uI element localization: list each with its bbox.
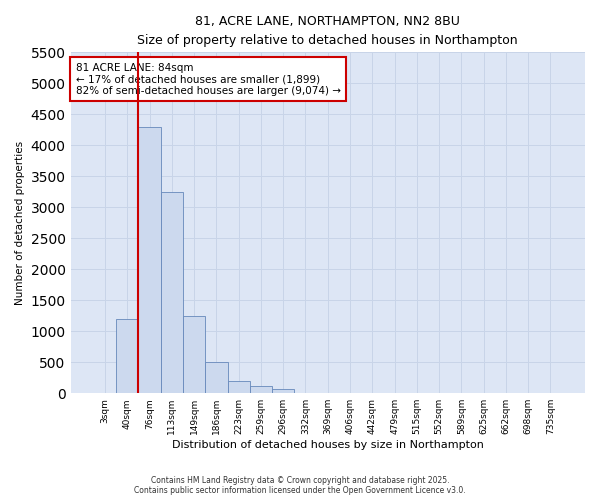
Bar	[250, 386, 272, 393]
Title: 81, ACRE LANE, NORTHAMPTON, NN2 8BU
Size of property relative to detached houses: 81, ACRE LANE, NORTHAMPTON, NN2 8BU Size…	[137, 15, 518, 47]
Bar	[139, 126, 161, 393]
Bar	[116, 319, 139, 393]
Text: Contains HM Land Registry data © Crown copyright and database right 2025.
Contai: Contains HM Land Registry data © Crown c…	[134, 476, 466, 495]
Bar	[161, 192, 183, 393]
Bar	[272, 390, 295, 393]
X-axis label: Distribution of detached houses by size in Northampton: Distribution of detached houses by size …	[172, 440, 484, 450]
Y-axis label: Number of detached properties: Number of detached properties	[15, 140, 25, 305]
Bar	[227, 381, 250, 393]
Bar	[205, 362, 227, 393]
Text: 81 ACRE LANE: 84sqm
← 17% of detached houses are smaller (1,899)
82% of semi-det: 81 ACRE LANE: 84sqm ← 17% of detached ho…	[76, 62, 341, 96]
Bar	[183, 316, 205, 393]
